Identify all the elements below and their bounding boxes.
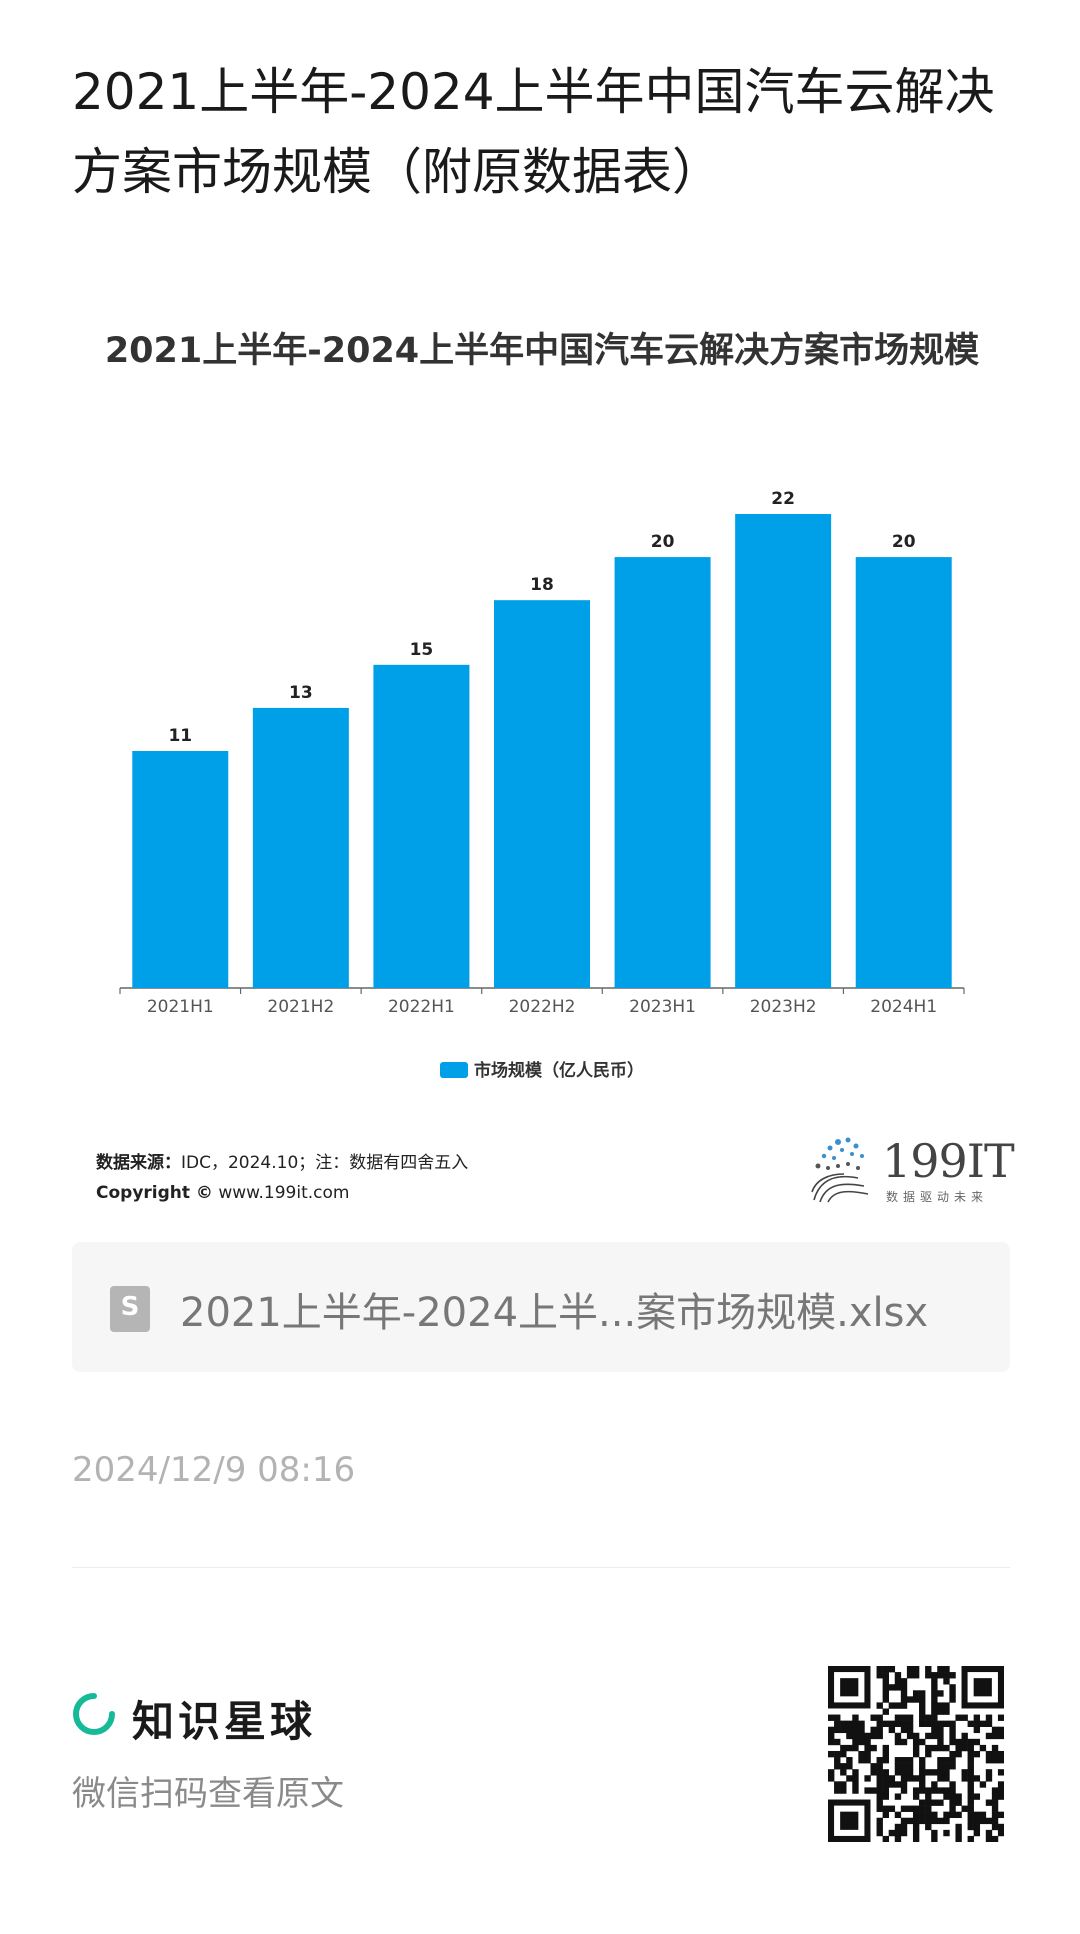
x-tick-label-2022H2: 2022H2 <box>509 997 576 1017</box>
data-label-2023H2: 22 <box>771 489 795 509</box>
legend-swatch <box>440 1062 468 1078</box>
bar-2022H1 <box>373 664 470 988</box>
chart-card: 2021上半年-2024上半年中国汽车云解决方案市场规模 11 2021H1 13 2… <box>72 300 1015 1220</box>
brand-name: 199IT <box>882 1134 1015 1188</box>
source-text: IDC，2024.10；注：数据有四舍五入 <box>181 1153 469 1173</box>
bar-2023H1 <box>614 557 711 988</box>
copyright-label: Copyright © <box>96 1183 213 1203</box>
brand-logo: 199IT 数据驱动未来 <box>808 1134 1015 1210</box>
bar-2021H1 <box>132 751 229 988</box>
divider <box>72 1567 1010 1568</box>
copyright-url: www.199it.com <box>218 1183 350 1203</box>
zsxq-ring-icon <box>73 1693 115 1735</box>
file-name: 2021上半年-2024上半...案市场规模.xlsx <box>180 1290 929 1336</box>
page-title: 2021上半年-2024上半年中国汽车云解决方案市场规模（附原数据表） <box>72 63 995 201</box>
data-label-2021H2: 13 <box>289 683 313 703</box>
scan-instruction: 微信扫码查看原文 <box>72 1774 344 1814</box>
data-label-2021H1: 11 <box>168 726 192 746</box>
bar-2023H2 <box>735 514 832 988</box>
brand-tagline: 数据驱动未来 <box>886 1190 989 1204</box>
timestamp: 2024/12/9 08:16 <box>72 1450 356 1490</box>
app-name: 知识星球 <box>132 1697 317 1746</box>
data-label-2023H1: 20 <box>651 532 675 552</box>
bar-chart: 11 2021H1 13 2021H2 15 2022H1 18 2022H2 20 2023H1… <box>119 489 965 1017</box>
x-tick-label-2021H1: 2021H1 <box>147 997 214 1017</box>
chart-legend: 市场规模（亿人民币） <box>72 1056 1012 1081</box>
bar-2022H2 <box>494 600 590 988</box>
bar-2021H2 <box>252 707 349 988</box>
x-tick-label-2021H2: 2021H2 <box>267 997 334 1017</box>
spreadsheet-file-icon: S <box>110 1286 150 1332</box>
x-tick-label-2023H1: 2023H1 <box>629 997 696 1017</box>
chart-title: 2021上半年-2024上半年中国汽车云解决方案市场规模 <box>104 331 980 371</box>
x-tick-label-2022H1: 2022H1 <box>388 997 455 1017</box>
data-label-2022H2: 18 <box>530 575 554 595</box>
bar-2024H1 <box>855 557 952 988</box>
source-label: 数据来源： <box>96 1153 181 1173</box>
data-label-2022H1: 15 <box>410 640 434 660</box>
x-tick-label-2023H2: 2023H2 <box>750 997 817 1017</box>
brand-dots-icon <box>811 1137 869 1203</box>
x-tick-label-2024H1: 2024H1 <box>870 997 937 1017</box>
legend-label: 市场规模（亿人民币） <box>474 1061 644 1081</box>
data-label-2024H1: 20 <box>892 532 916 552</box>
source-block: 数据来源：IDC，2024.10；注：数据有四舍五入 Copyright © w… <box>96 1148 468 1208</box>
qr-code[interactable] <box>828 1666 1004 1842</box>
attachment-file-card[interactable]: S 2021上半年-2024上半...案市场规模.xlsx <box>72 1242 1010 1372</box>
